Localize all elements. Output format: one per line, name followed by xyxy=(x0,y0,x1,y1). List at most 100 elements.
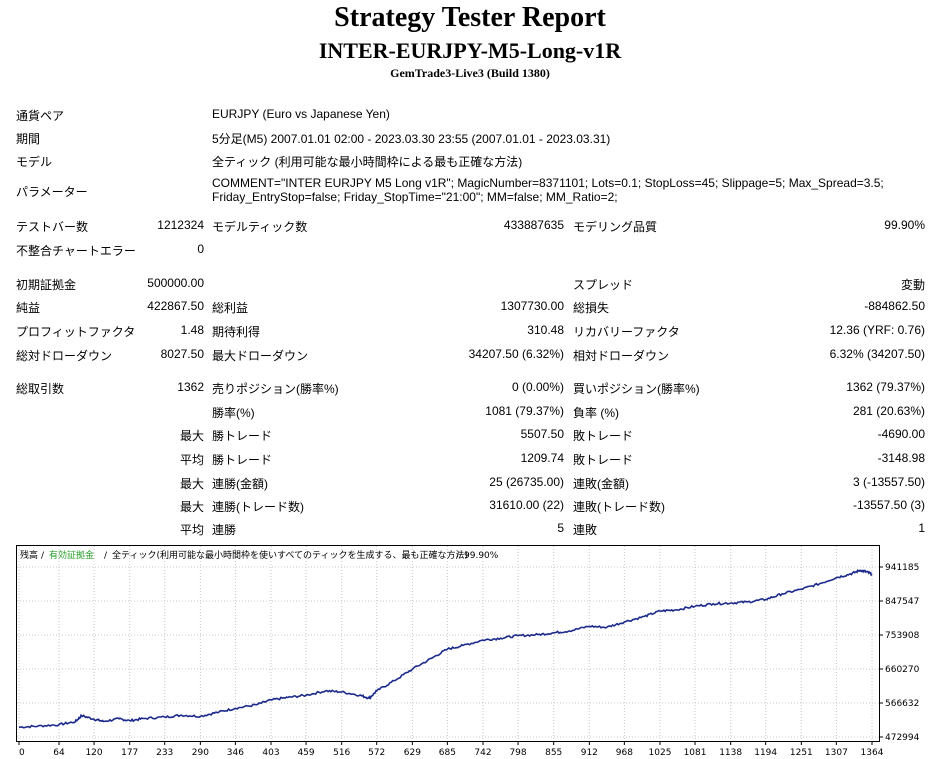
stat-label: 相対ドローダウン xyxy=(573,349,670,363)
stat-label: 総利益 xyxy=(212,301,249,315)
x-tick-label: 177 xyxy=(121,748,138,758)
x-tick-label: 968 xyxy=(616,748,633,758)
x-tick-label: 855 xyxy=(545,748,562,758)
stat-value: 平均 xyxy=(179,453,204,467)
period-label: 期間 xyxy=(16,132,41,146)
x-tick-label: 403 xyxy=(262,748,279,758)
stat-value: 1081 (79.37%) xyxy=(485,404,564,418)
stat-value: 281 (20.63%) xyxy=(852,404,925,418)
stat-label: 最大ドローダウン xyxy=(212,349,309,363)
y-axis: 941185 847547 753908 660270 566632 472994 xyxy=(885,563,920,743)
stat-value: 1209.74 xyxy=(520,451,564,465)
legend-balance: 残高 xyxy=(20,549,38,561)
report-title: Strategy Tester Report xyxy=(334,2,606,33)
stat-value: 6.32% (34207.50) xyxy=(829,347,925,361)
stat-value: 3 (-13557.50) xyxy=(852,475,925,489)
server-build: GemTrade3-Live3 (Build 1380) xyxy=(390,66,550,80)
y-tick-label: 472994 xyxy=(885,733,920,743)
y-tick-label: 753908 xyxy=(885,631,920,641)
stat-value: 0 xyxy=(197,242,204,256)
x-tick-label: 912 xyxy=(581,748,598,758)
stat-label: 連敗(金額) xyxy=(573,477,629,491)
legend-model: 全ティック(利用可能な最小時間枠を使いすべてのティックを生成する、最も正確な方法… xyxy=(112,549,468,561)
stat-value: 0 (0.00%) xyxy=(511,380,564,394)
stat-label: 連敗(トレード数) xyxy=(573,500,665,514)
chart-plot-area xyxy=(16,545,880,742)
stat-value: 1 xyxy=(918,521,925,535)
model-value: 全ティック (利用可能な最小時間枠による最も正確な方法) xyxy=(212,155,523,169)
y-tick-label: 660270 xyxy=(885,665,920,675)
x-tick-label: 0 xyxy=(19,748,25,758)
legend-sep-2: / xyxy=(104,551,108,561)
stat-value: 433887635 xyxy=(503,218,564,232)
stat-label: テストバー数 xyxy=(16,220,89,234)
stat-label: リカバリーファクタ xyxy=(573,325,680,339)
period-value: 5分足(M5) 2007.01.01 02:00 - 2023.03.30 23… xyxy=(212,132,611,146)
stat-value: -4690.00 xyxy=(877,427,925,441)
params-label: パラメーター xyxy=(16,185,88,199)
x-tick-label: 516 xyxy=(333,748,350,758)
x-tick-label: 346 xyxy=(227,748,244,758)
stat-value: 最大 xyxy=(179,477,204,491)
stat-label: 負率 (%) xyxy=(573,406,619,420)
stat-value: 31610.00 (22) xyxy=(489,498,564,512)
stat-label: 勝トレード xyxy=(212,453,273,467)
model-label: モデル xyxy=(16,155,53,169)
stat-value: 1307730.00 xyxy=(500,299,564,313)
stat-label: 連勝(金額) xyxy=(212,477,268,491)
stat-label: 敗トレード xyxy=(573,429,634,443)
stat-value: 変動 xyxy=(900,278,925,292)
stat-value: 99.90% xyxy=(884,218,925,232)
x-tick-label: 290 xyxy=(192,748,209,758)
params-line-2: Friday_EntryStop=false; Friday_StopTime=… xyxy=(212,190,618,204)
stat-value: 8027.50 xyxy=(160,347,204,361)
stat-label: 総損失 xyxy=(573,301,610,315)
legend-quality: 99.90% xyxy=(464,551,499,561)
stat-value: 1212324 xyxy=(157,218,204,232)
params-line-1: COMMENT="INTER EURJPY M5 Long v1R"; Magi… xyxy=(212,176,884,190)
x-tick-label: 685 xyxy=(439,748,456,758)
legend-sep-3: / xyxy=(456,551,460,561)
stat-label: 初期証拠金 xyxy=(16,278,77,292)
x-tick-label: 798 xyxy=(509,748,526,758)
stat-label: 敗トレード xyxy=(573,453,634,467)
stat-label: 期待利得 xyxy=(212,325,261,339)
stat-value: 25 (26735.00) xyxy=(489,475,564,489)
stat-label: 純益 xyxy=(16,301,41,315)
x-tick-label: 64 xyxy=(53,748,65,758)
stat-label: 連敗 xyxy=(573,523,598,537)
stat-value: 最大 xyxy=(179,429,204,443)
stat-label: 買いポジション(勝率%) xyxy=(573,382,700,396)
chart-legend: 残高 / 有効証拠金 / 全ティック(利用可能な最小時間枠を使いすべてのティック… xyxy=(20,549,499,561)
stat-value: -13557.50 (3) xyxy=(852,498,925,512)
stat-value: 1.48 xyxy=(180,323,204,337)
y-tick-label: 941185 xyxy=(885,563,919,573)
stat-value: 422867.50 xyxy=(147,299,204,313)
stat-value: -3148.98 xyxy=(877,451,925,465)
x-tick-label: 1081 xyxy=(684,748,707,758)
x-tick-label: 1364 xyxy=(861,748,884,758)
pair-label: 通貨ペア xyxy=(16,109,65,123)
stat-label: 連勝(トレード数) xyxy=(212,500,304,514)
x-tick-label: 1194 xyxy=(754,748,777,758)
stat-value: 310.48 xyxy=(527,323,564,337)
x-tick-label: 233 xyxy=(156,748,173,758)
stat-value: 1362 xyxy=(177,380,204,394)
stat-value: 5507.50 xyxy=(520,427,564,441)
stat-label: 連勝 xyxy=(212,523,237,537)
stat-label: プロフィットファクタ xyxy=(16,325,136,339)
stat-value: 5 xyxy=(557,521,564,535)
stat-label: モデリング品質 xyxy=(573,220,658,234)
x-axis: 0 64 120 177 233 290 346 403 459 516 572 629 685 742 7… xyxy=(19,748,884,758)
stat-value: -884862.50 xyxy=(864,299,925,313)
stat-value: 平均 xyxy=(179,523,204,537)
y-tick-label: 566632 xyxy=(885,699,919,709)
stat-value: 34207.50 (6.32%) xyxy=(468,347,564,361)
stat-label: モデルティック数 xyxy=(212,220,308,234)
x-tick-label: 120 xyxy=(85,748,102,758)
stat-label: 総取引数 xyxy=(16,382,65,396)
x-tick-label: 572 xyxy=(368,748,385,758)
balance-series-line xyxy=(18,569,873,729)
stat-label: 総対ドローダウン xyxy=(16,349,113,363)
x-tick-label: 742 xyxy=(474,748,491,758)
